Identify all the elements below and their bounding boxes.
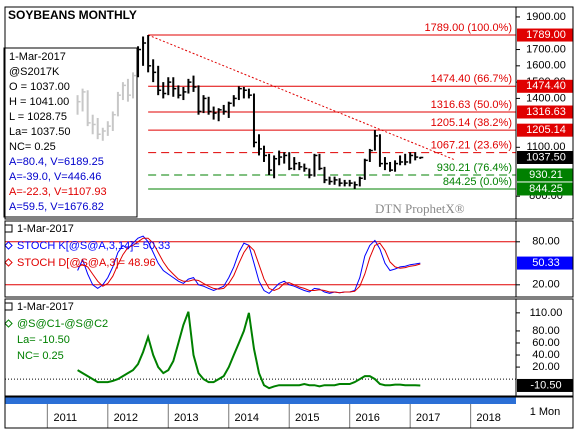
x-tick-label: 2017	[416, 412, 440, 424]
y-tick-label: 40.00	[532, 349, 560, 361]
fib-label: 930.21 (76.4%)	[437, 162, 512, 174]
axis-frame	[515, 220, 574, 298]
x-unit: 1 Mon	[530, 406, 561, 418]
y-tick-label: 1700.00	[526, 43, 566, 55]
legend-note: La= -10.50	[17, 334, 70, 346]
watermark: DTN ProphetX®	[375, 201, 465, 216]
info-line: A=-22.3, V=1107.93	[9, 186, 107, 198]
info-line: 1-Mar-2017	[9, 51, 66, 63]
trendline	[147, 34, 456, 161]
axis-frame	[515, 298, 574, 397]
level-axis-label: 1205.14	[526, 124, 566, 136]
last-value-box	[517, 378, 573, 392]
legend-entry: @S@C1-@S@C2	[17, 318, 108, 330]
y-tick-label: 20.00	[532, 279, 560, 291]
info-line: A=80.4, V=6189.25	[9, 156, 104, 168]
legend-header: 1-Mar-2017	[17, 223, 74, 235]
info-line: O = 1037.00	[9, 81, 70, 93]
x-tick-label: 2018	[476, 412, 500, 424]
axis-frame	[515, 6, 574, 220]
y-tick-label: 110.00	[530, 307, 563, 319]
y-tick-label: 1600.00	[526, 60, 566, 72]
fib-label: 1474.40 (66.7%)	[431, 73, 512, 85]
info-line: A=-39.0, V=446.46	[9, 171, 101, 183]
fib-label: 1789.00 (100.0%)	[425, 22, 512, 34]
level-box	[517, 182, 573, 196]
y-tick-label: 1900.00	[526, 11, 566, 23]
legend-icon	[4, 258, 13, 267]
legend-entry: STOCH K[@S@A,3,14]= 50.33	[17, 240, 170, 252]
series-line	[77, 237, 421, 294]
x-tick-label: 2014	[235, 412, 259, 424]
y-tick-label: 80.00	[532, 325, 560, 337]
legend-entry: STOCH D[@S@A,3]= 48.96	[17, 257, 156, 269]
fib-label: 1205.14 (38.2%)	[431, 117, 512, 129]
y-tick-label: 1400.00	[526, 92, 566, 104]
x-tick-label: 2015	[295, 412, 319, 424]
level-box	[517, 123, 573, 137]
info-line: NC= 0.25	[9, 141, 56, 153]
legend-icon	[4, 241, 13, 250]
info-line: L = 1028.75	[9, 111, 67, 123]
info-box	[3, 47, 138, 218]
level-axis-label: 930.21	[529, 169, 563, 181]
info-line: La= 1037.50	[9, 126, 70, 138]
level-axis-label: 1474.40	[526, 80, 566, 92]
level-box	[517, 28, 573, 42]
last-value-label: 1037.50	[526, 151, 566, 163]
last-value-box	[517, 150, 573, 164]
x-tick-label: 2016	[355, 412, 379, 424]
info-line: @S2017K	[9, 66, 60, 78]
level-box	[517, 105, 573, 119]
fib-label: 1067.21 (23.6%)	[431, 140, 512, 152]
y-tick-label: 1100.00	[527, 141, 566, 153]
legend-note: NC= 0.25	[17, 350, 64, 362]
last-value-label: -10.50	[530, 379, 561, 391]
last-value-label: 50.33	[532, 257, 560, 269]
x-tick-label: 2013	[174, 412, 198, 424]
plot-area	[5, 235, 516, 295]
x-tick-label: 2011	[54, 412, 78, 424]
level-box	[517, 168, 573, 182]
y-tick-label: 60.00	[532, 337, 560, 349]
level-axis-label: 1789.00	[526, 29, 566, 41]
fib-label: 844.25 (0.0%)	[443, 176, 512, 188]
y-tick-label: 20.00	[532, 361, 560, 373]
time-strip	[5, 397, 516, 404]
info-line: A=59.5, V=1676.82	[9, 201, 104, 213]
legend-header: 1-Mar-2017	[17, 301, 74, 313]
info-line: H = 1041.00	[9, 96, 69, 108]
outer-frame	[4, 396, 574, 429]
plot-area	[5, 311, 516, 390]
series-line	[77, 311, 421, 390]
y-tick-label: 80.00	[532, 236, 560, 248]
last-value-box	[517, 256, 573, 270]
plot-area: 1789.00 (100.0%) 1474.40 (66.7%) 1316.63 (…	[76, 22, 516, 216]
level-box	[517, 79, 573, 93]
legend-icon	[4, 319, 13, 328]
level-axis-label: 844.25	[529, 183, 563, 195]
level-axis-label: 1316.63	[526, 106, 566, 118]
fib-label: 1316.63 (50.0%)	[431, 99, 512, 111]
x-tick-label: 2012	[114, 412, 138, 424]
chart-title: SOYBEANS MONTHLY	[8, 8, 137, 22]
